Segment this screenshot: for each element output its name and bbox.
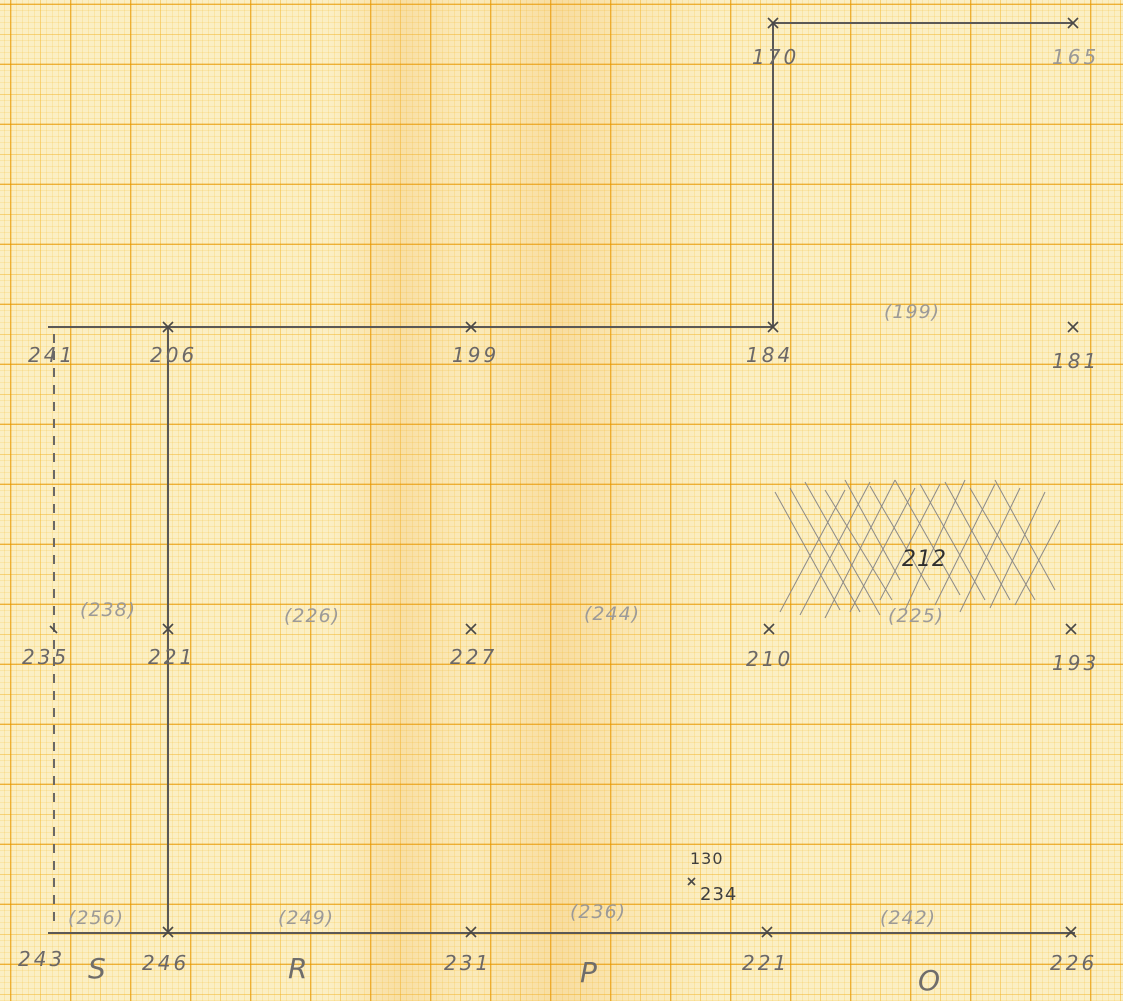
spot-height: 246 xyxy=(142,951,189,975)
spot-height: 193 xyxy=(1052,651,1099,675)
row-letter: P xyxy=(580,956,597,989)
spot-height: 206 xyxy=(150,343,197,367)
side-point-upper: 130 xyxy=(690,849,724,868)
spot-height: 221 xyxy=(148,645,195,669)
bracketed-value: (242) xyxy=(880,907,936,929)
spot-height: 226 xyxy=(1050,951,1097,975)
spot-height: 221 xyxy=(742,951,789,975)
cross-mark xyxy=(1067,17,1079,29)
cross-mark xyxy=(465,623,477,635)
bracketed-value: (244) xyxy=(584,603,640,625)
row-letter: S xyxy=(88,952,106,985)
spot-height: 210 xyxy=(746,647,793,671)
spot-height: 227 xyxy=(450,645,497,669)
spot-height: 165 xyxy=(1052,45,1099,69)
spot-height: 241 xyxy=(28,343,75,367)
bracketed-value: (225) xyxy=(888,605,944,627)
cross-mark xyxy=(162,321,174,333)
cross-mark xyxy=(1065,926,1077,938)
side-point-lower: 234 xyxy=(700,884,737,905)
row-letters: S R P O xyxy=(88,952,940,997)
cross-mark xyxy=(763,623,775,635)
cross-mark xyxy=(767,17,779,29)
bracketed-value: (226) xyxy=(284,605,340,627)
side-point: 130 234 xyxy=(690,849,737,905)
cross-mark xyxy=(465,926,477,938)
shaded-value: 212 xyxy=(902,547,947,572)
bracketed-value: (238) xyxy=(80,599,136,621)
spot-height: 181 xyxy=(1052,349,1099,373)
cross-mark xyxy=(767,321,779,333)
row-letter: O xyxy=(918,964,940,997)
hatch-lines xyxy=(774,479,1061,619)
cross-marks xyxy=(49,17,1079,938)
row-letter: R xyxy=(288,952,307,985)
spot-height: 199 xyxy=(452,343,499,367)
spot-height: 235 xyxy=(22,645,69,669)
cross-mark xyxy=(1067,321,1079,333)
spot-height: 170 xyxy=(752,45,799,69)
cross-mark xyxy=(162,623,174,635)
bracketed-values: (199) (238) (226) (244) (225) (256) (249… xyxy=(68,301,944,929)
spot-height: 243 xyxy=(18,947,65,971)
spot-height: 231 xyxy=(444,951,491,975)
cross-mark xyxy=(162,926,174,938)
cross-mark xyxy=(687,877,696,886)
bracketed-value: (256) xyxy=(68,907,124,929)
cross-mark xyxy=(1065,623,1077,635)
bracketed-value: (236) xyxy=(570,901,626,923)
cross-mark xyxy=(465,321,477,333)
spot-height: 184 xyxy=(746,343,793,367)
hatched-area xyxy=(774,479,1061,619)
cross-mark xyxy=(49,625,58,634)
bracketed-value: (199) xyxy=(884,301,940,323)
survey-lines xyxy=(48,22,1075,934)
spot-heights: 170 165 241 206 199 184 181 235 221 227 … xyxy=(18,45,1099,975)
bracketed-value: (249) xyxy=(278,907,334,929)
cross-mark xyxy=(761,926,773,938)
